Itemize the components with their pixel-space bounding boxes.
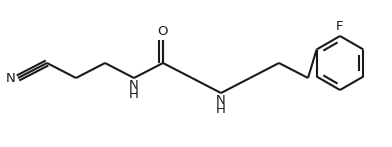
Text: N: N — [6, 71, 16, 85]
Text: O: O — [158, 25, 168, 38]
Text: N: N — [216, 94, 226, 107]
Text: N: N — [129, 79, 139, 92]
Text: F: F — [336, 20, 344, 33]
Text: H: H — [216, 103, 226, 116]
Text: H: H — [129, 88, 139, 101]
